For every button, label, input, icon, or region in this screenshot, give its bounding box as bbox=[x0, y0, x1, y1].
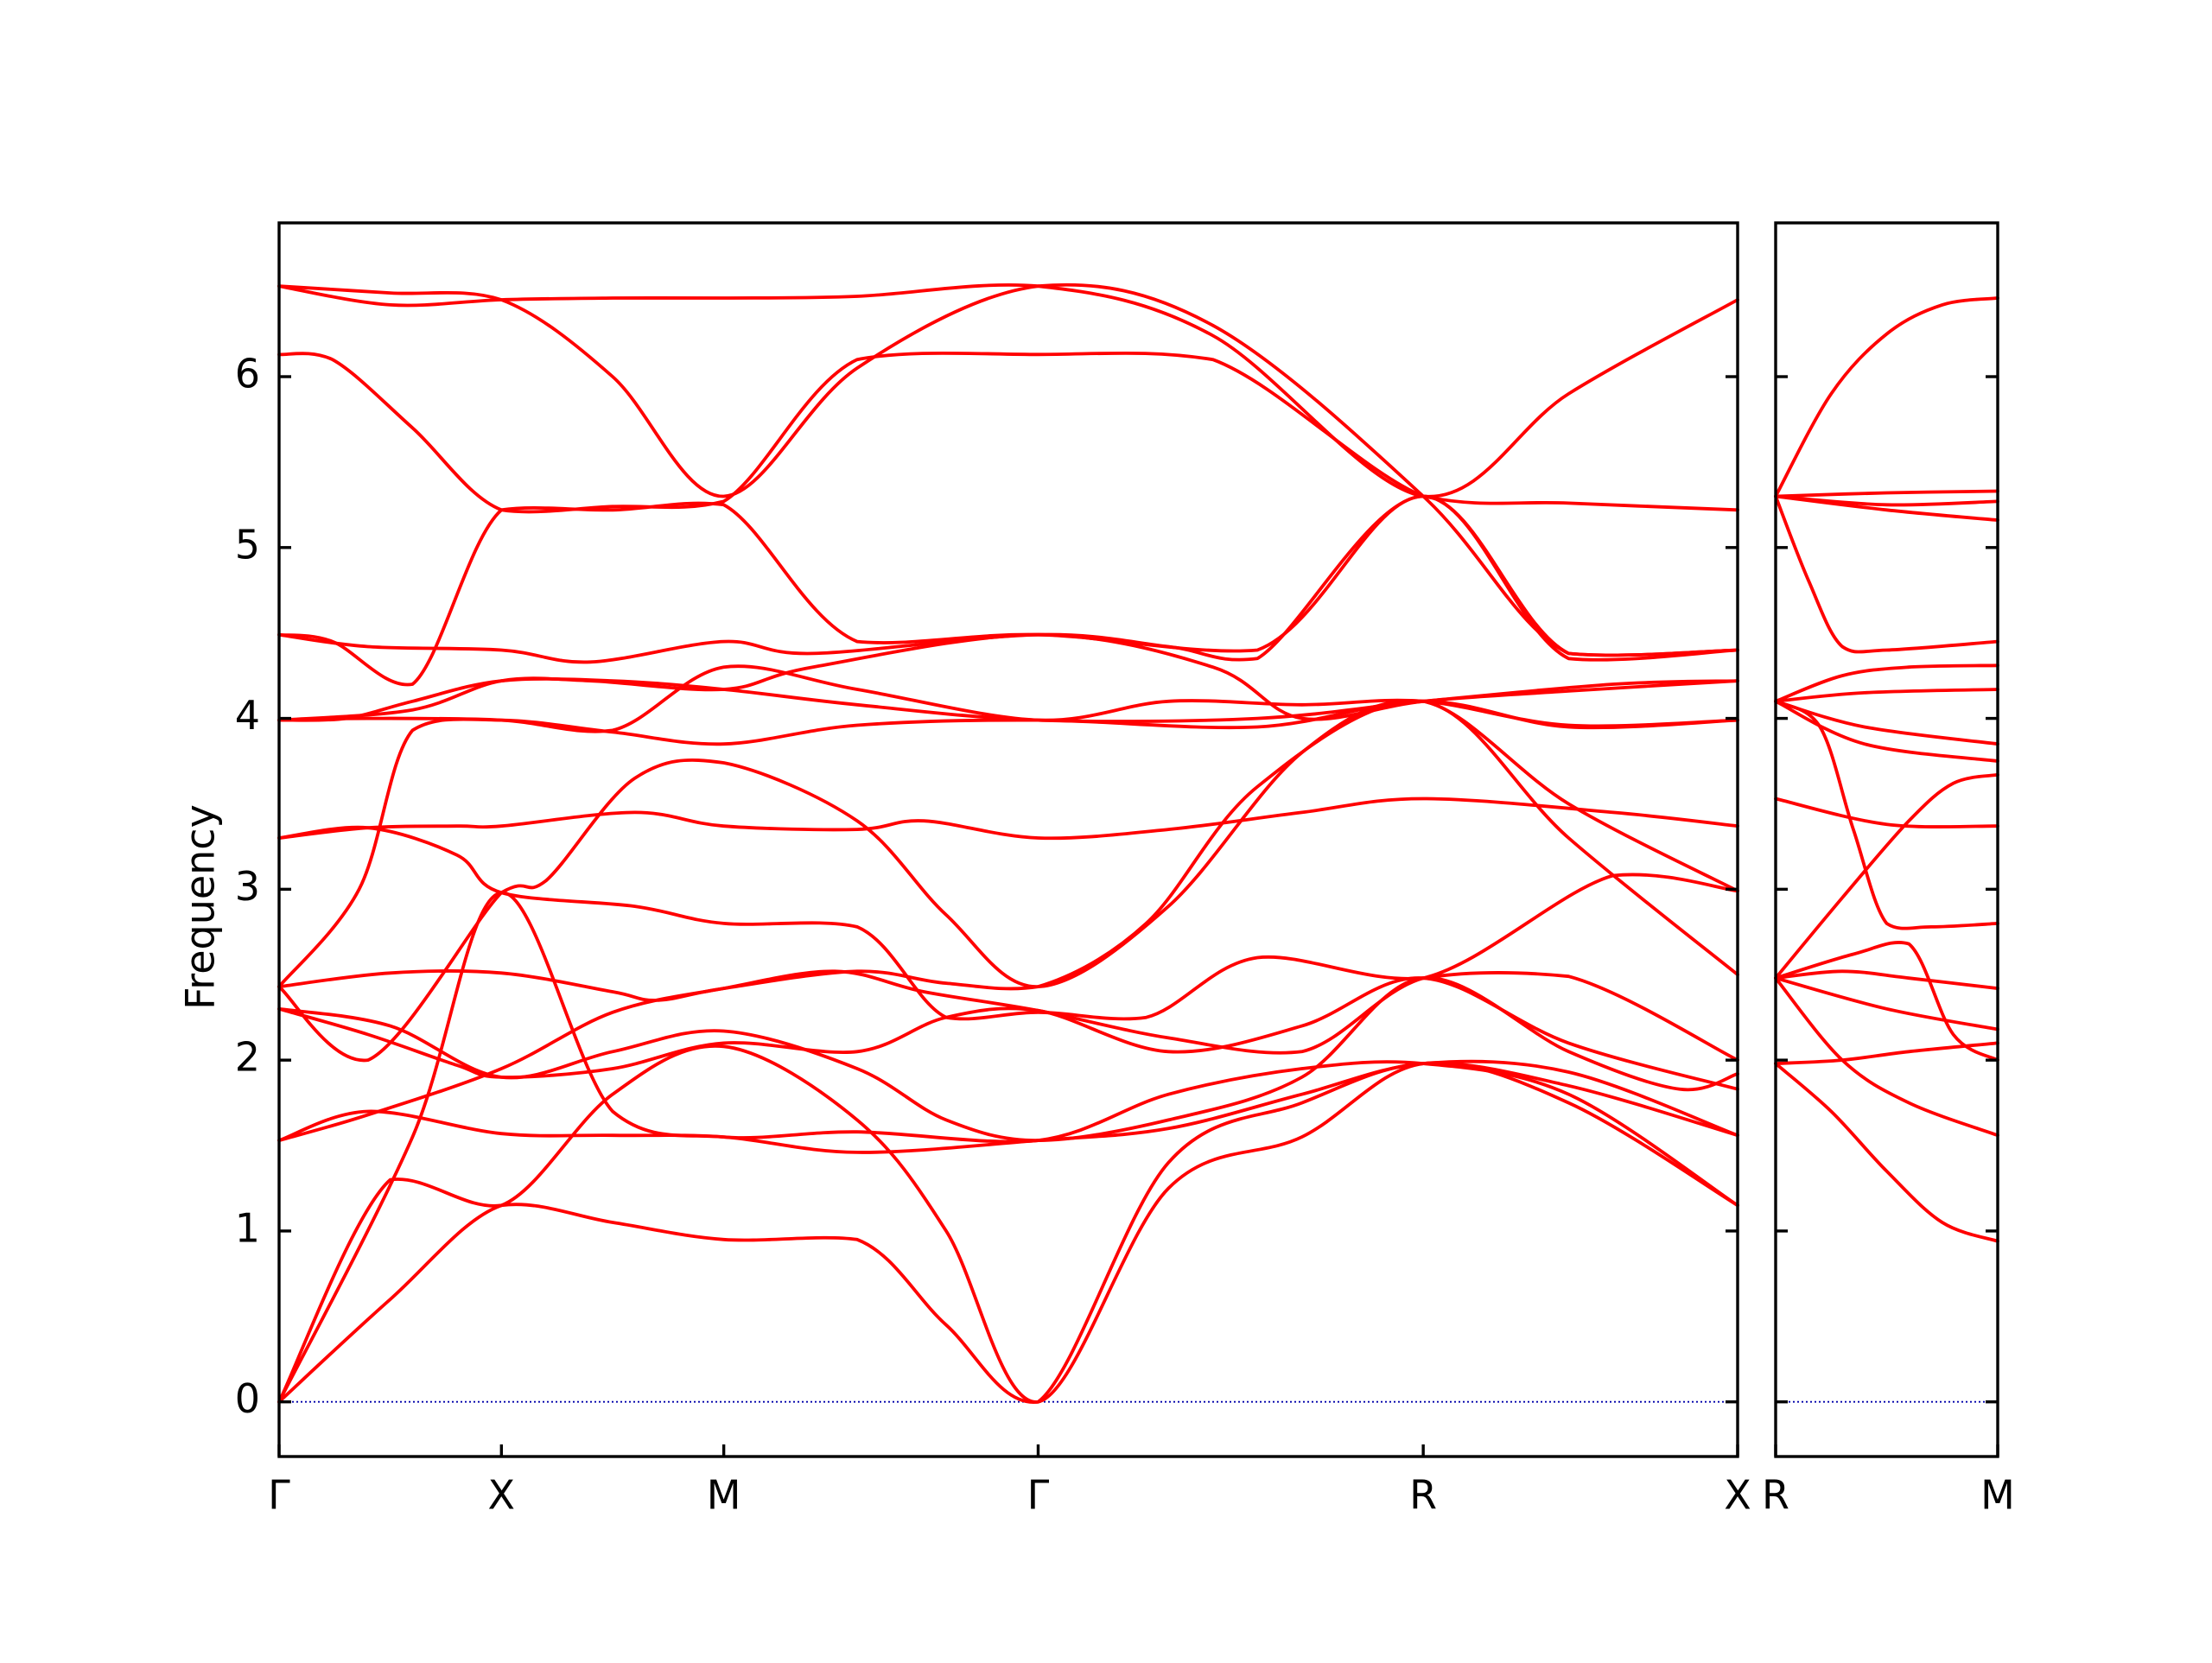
band-line bbox=[277, 891, 1739, 1404]
band-line bbox=[1774, 489, 1999, 498]
x-tick-label: R bbox=[1762, 1472, 1789, 1519]
band-line bbox=[277, 797, 1739, 841]
band-line bbox=[277, 1044, 1739, 1404]
x-tick-label: R bbox=[1409, 1472, 1437, 1519]
band-line bbox=[1774, 663, 1999, 703]
band-line bbox=[1774, 296, 1999, 498]
band-line bbox=[1774, 772, 1999, 981]
band-line bbox=[1774, 494, 1999, 522]
band-line bbox=[1774, 1062, 1999, 1243]
band-line bbox=[277, 282, 1739, 498]
x-tick-label: M bbox=[707, 1472, 741, 1519]
x-tick-label: Γ bbox=[1027, 1472, 1050, 1519]
main-panel: 0 1 2 3 4 5 6 Γ X M Γ R X bbox=[235, 221, 1751, 1519]
band-line bbox=[1774, 494, 1999, 654]
band-line bbox=[1774, 797, 1999, 828]
band-line bbox=[1774, 976, 1999, 1031]
band-line bbox=[1774, 976, 1999, 1138]
band-line bbox=[1774, 969, 1999, 990]
band-line bbox=[277, 976, 1739, 1091]
band-line bbox=[277, 282, 1739, 657]
y-tick-label: 3 bbox=[235, 863, 260, 910]
band-line bbox=[1774, 699, 1999, 746]
band-line bbox=[277, 676, 1739, 723]
band-line bbox=[1774, 688, 1999, 703]
y-axis-label: Frequency bbox=[177, 804, 224, 1010]
y-tick-label: 4 bbox=[235, 692, 260, 739]
band-line bbox=[277, 1059, 1739, 1154]
band-line bbox=[277, 699, 1739, 988]
band-line bbox=[277, 976, 1739, 1142]
x-tick-label: X bbox=[1724, 1472, 1751, 1519]
y-tick-label: 5 bbox=[235, 521, 260, 568]
band-line bbox=[277, 969, 1739, 1142]
y-tick-label: 6 bbox=[235, 351, 260, 397]
y-tick-label: 1 bbox=[235, 1204, 260, 1251]
side-frame bbox=[1774, 221, 1999, 1458]
y-tick-label: 0 bbox=[235, 1375, 260, 1422]
y-tick-label: 2 bbox=[235, 1034, 260, 1081]
band-line bbox=[277, 494, 1739, 687]
band-line bbox=[1774, 699, 1999, 763]
band-line bbox=[277, 632, 1739, 722]
x-tick-label: Γ bbox=[268, 1472, 290, 1519]
x-tick-label: X bbox=[488, 1472, 516, 1519]
band-line bbox=[277, 1061, 1739, 1404]
main-frame bbox=[277, 221, 1739, 1458]
band-line bbox=[1774, 1041, 1999, 1065]
band-line bbox=[277, 351, 1739, 514]
band-line bbox=[277, 699, 1739, 1002]
band-line bbox=[1774, 941, 1999, 1062]
band-line bbox=[1774, 699, 1999, 930]
band-line bbox=[277, 825, 1739, 1021]
x-tick-label: M bbox=[1980, 1472, 2015, 1519]
